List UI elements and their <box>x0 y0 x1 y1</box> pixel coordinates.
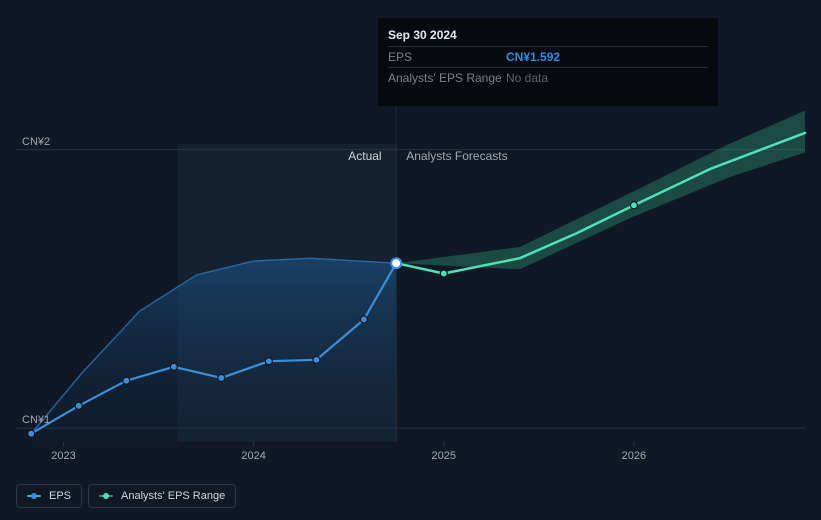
legend-label: EPS <box>49 490 71 502</box>
tooltip-value: CN¥1.592 <box>506 50 560 64</box>
tooltip-date: Sep 30 2024 <box>388 24 708 46</box>
legend-item-range[interactable]: Analysts' EPS Range <box>88 484 236 508</box>
chart-container: CN¥1 CN¥2 2023 2024 2025 2026 Actual Ana… <box>0 0 821 520</box>
legend-swatch-range <box>99 491 113 501</box>
x-axis-label: 2026 <box>614 450 654 462</box>
chart-tooltip: Sep 30 2024 EPS CN¥1.592 Analysts' EPS R… <box>378 18 718 106</box>
legend-item-eps[interactable]: EPS <box>16 484 82 508</box>
tooltip-value: No data <box>506 71 548 85</box>
region-label-actual: Actual <box>348 149 381 163</box>
legend-swatch-eps <box>27 491 41 501</box>
tooltip-row-range: Analysts' EPS Range No data <box>388 67 708 88</box>
x-axis-label: 2024 <box>234 450 274 462</box>
legend-label: Analysts' EPS Range <box>121 490 225 502</box>
tooltip-label: Analysts' EPS Range <box>388 71 506 85</box>
x-axis-label: 2023 <box>44 450 84 462</box>
region-label-forecast: Analysts Forecasts <box>406 149 507 163</box>
y-axis-label: CN¥2 <box>22 136 50 148</box>
tooltip-row-eps: EPS CN¥1.592 <box>388 46 708 67</box>
x-axis-label: 2025 <box>424 450 464 462</box>
chart-legend: EPS Analysts' EPS Range <box>16 484 236 508</box>
y-axis-label: CN¥1 <box>22 414 50 426</box>
tooltip-label: EPS <box>388 50 506 64</box>
